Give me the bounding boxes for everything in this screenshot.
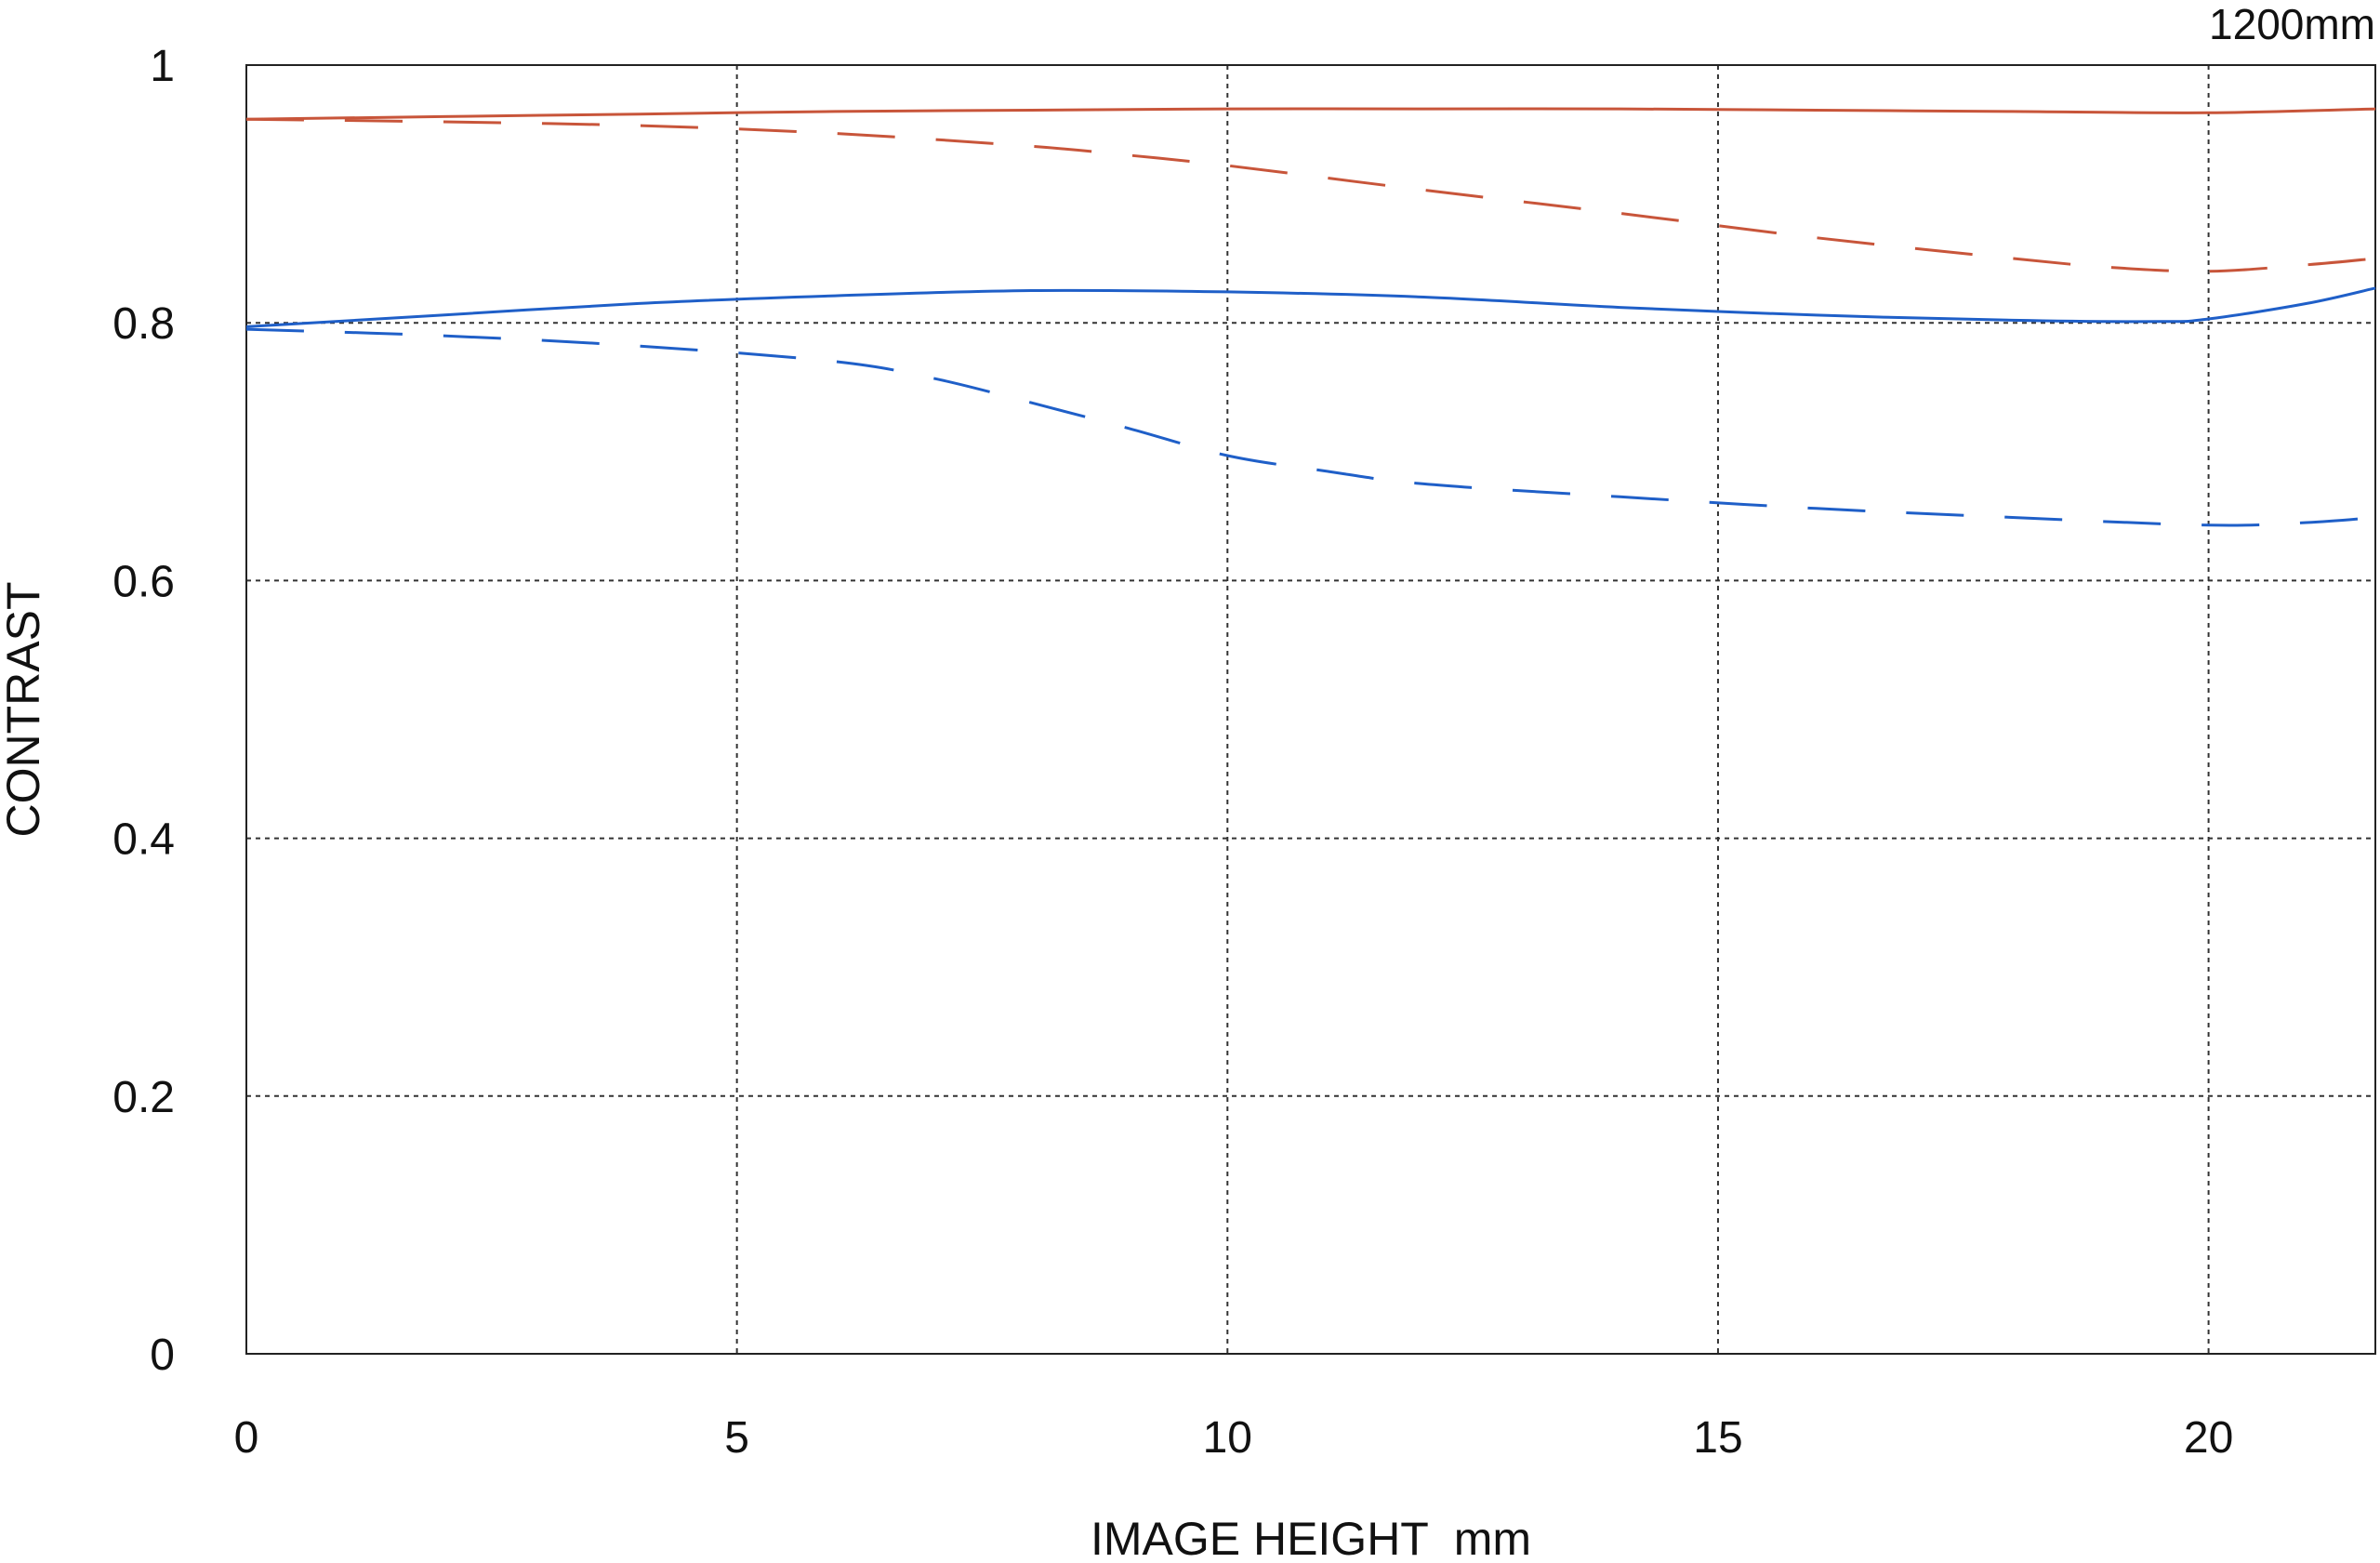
y-tick-label: 0.4 (112, 815, 175, 865)
x-tick-label: 0 (234, 1413, 259, 1463)
tick-labels: 0 5 10 15 20 0 0.2 0.4 0.6 0.8 1 (112, 42, 2233, 1463)
y-tick-label: 0 (150, 1331, 175, 1380)
y-tick-label: 1 (150, 42, 175, 91)
corner-label: 1200mm (2209, 0, 2375, 48)
x-tick-label: 20 (2184, 1413, 2233, 1463)
series-line-2-dashed (245, 117, 2376, 273)
x-tick-label: 5 (724, 1413, 749, 1463)
series-line-4-dashed (245, 327, 2376, 527)
grid-lines (246, 65, 2375, 1354)
y-tick-label: 0.6 (112, 557, 175, 606)
plot-frame (245, 64, 2376, 1355)
series-line-1-solid (245, 107, 2376, 121)
y-tick-label: 0.2 (112, 1073, 175, 1122)
x-tick-label: 10 (1203, 1413, 1252, 1463)
x-axis-label: IMAGE HEIGHT mm (1091, 1513, 1531, 1563)
series-layer (245, 107, 2376, 527)
y-tick-label: 0.8 (112, 299, 175, 349)
x-tick-label: 15 (1693, 1413, 1742, 1463)
y-axis-label: CONTRAST (0, 582, 49, 838)
series-line-3-solid (245, 286, 2376, 328)
